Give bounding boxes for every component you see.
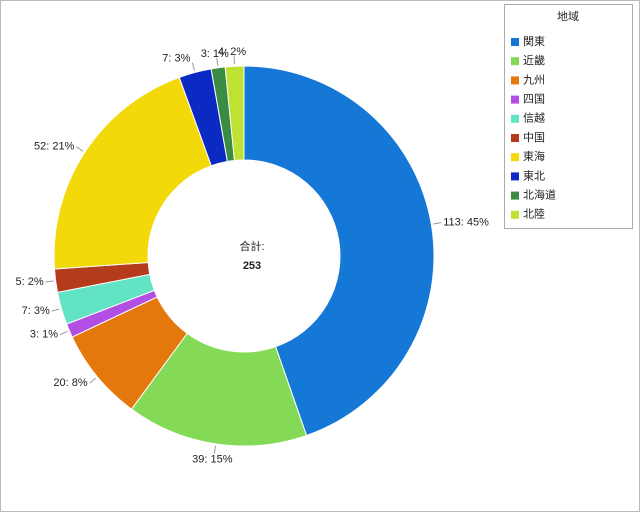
legend-swatch — [511, 76, 519, 84]
total-label: 合計: — [239, 239, 264, 253]
data-label: 113: 45% — [443, 217, 489, 229]
data-label: 7: 3% — [22, 305, 50, 317]
legend-swatch — [511, 115, 519, 123]
legend-swatch — [511, 172, 519, 180]
legend-swatch — [511, 211, 519, 219]
legend-label: 信越 — [523, 111, 545, 125]
legend-label: 東海 — [523, 149, 545, 163]
legend-label: 東北 — [523, 169, 545, 182]
legend-label: 近畿 — [523, 53, 545, 67]
data-label: 3: 1% — [30, 328, 58, 340]
legend-swatch — [511, 96, 519, 104]
legend-label: 中国 — [523, 131, 545, 144]
legend-swatch — [511, 153, 519, 161]
legend-swatch — [511, 192, 519, 200]
legend-label: 四国 — [523, 93, 545, 106]
legend-title: 地域 — [557, 10, 579, 23]
legend-swatch — [511, 38, 519, 46]
legend-label: 北陸 — [523, 208, 545, 221]
data-label: 52: 21% — [34, 141, 75, 153]
legend-swatch — [511, 57, 519, 65]
legend-label: 関東 — [523, 35, 545, 48]
data-label: 20: 8% — [53, 377, 87, 389]
data-label: 7: 3% — [162, 53, 190, 65]
legend-label: 北海道 — [523, 188, 556, 202]
data-label: 5: 2% — [16, 276, 44, 288]
total-value: 253 — [243, 260, 261, 272]
legend-swatch — [511, 134, 519, 142]
legend-label: 九州 — [523, 73, 545, 86]
data-label: 39: 15% — [192, 454, 233, 466]
data-label: 4: 2% — [218, 46, 246, 58]
